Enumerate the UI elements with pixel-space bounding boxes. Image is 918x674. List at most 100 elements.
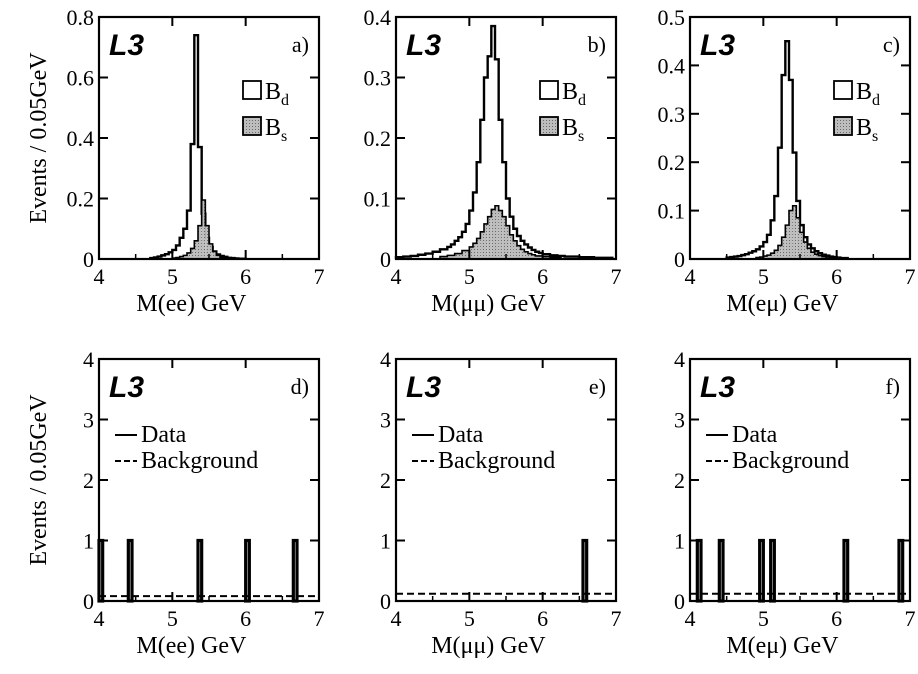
legend-entry-sub: s xyxy=(281,128,287,145)
x-tick-label: 5 xyxy=(167,606,178,631)
legend-entry-name: B xyxy=(562,79,578,105)
y-tick-label: 1 xyxy=(380,529,391,554)
x-tick-label: 4 xyxy=(685,606,696,631)
data-event-bar xyxy=(842,538,850,603)
histogram-bin-bs xyxy=(454,253,462,259)
legend-swatch-bs xyxy=(242,116,262,136)
y-tick-label: 0 xyxy=(380,589,391,614)
y-tick-label: 0.8 xyxy=(67,5,95,30)
y-tick-label: 4 xyxy=(380,347,391,372)
histogram-bin-bs xyxy=(216,255,220,259)
x-axis-title: M(eμ) GeV xyxy=(726,633,839,659)
y-tick-label: 0 xyxy=(674,589,685,614)
y-tick-label: 0.2 xyxy=(67,187,95,212)
l3-logo: L3 xyxy=(406,371,441,404)
data-event-bar xyxy=(717,538,725,603)
histogram-bin-bs xyxy=(476,238,481,259)
y-tick-label: 0 xyxy=(83,589,94,614)
panel-label: d) xyxy=(291,374,309,399)
legend-entry: Bd xyxy=(265,79,289,109)
histogram-bin-bs xyxy=(792,205,797,259)
histogram-bin-bs xyxy=(807,248,811,259)
histogram-bin-bs xyxy=(209,243,213,260)
y-axis-title-top: Events / 0.05GeV xyxy=(26,52,52,224)
legend-entry: Bs xyxy=(856,115,878,145)
legend-swatch-bs xyxy=(539,116,559,136)
x-axis-title: M(ee) GeV xyxy=(136,291,247,317)
y-tick-label: 0.2 xyxy=(658,150,686,175)
histogram-bin-bs xyxy=(781,237,786,259)
x-tick-label: 7 xyxy=(611,264,622,289)
x-axis-title: M(ee) GeV xyxy=(136,633,247,659)
histogram-bin-bs xyxy=(770,253,775,259)
histogram-bin-bs xyxy=(800,232,804,259)
legend-entry-name: B xyxy=(562,115,578,141)
histogram-outline-bs xyxy=(439,204,562,259)
y-tick-label: 2 xyxy=(674,468,685,493)
y-tick-label: 1 xyxy=(674,529,685,554)
l3-logo: L3 xyxy=(700,371,735,404)
histogram-bin-bs xyxy=(194,240,198,259)
x-axis-title: M(eμ) GeV xyxy=(726,291,839,317)
histogram-bin-bs xyxy=(498,210,503,259)
histogram-bin-bs xyxy=(803,242,808,259)
x-tick-label: 7 xyxy=(314,606,325,631)
y-tick-label: 0.3 xyxy=(364,66,392,91)
legend-entry: Bd xyxy=(562,79,586,109)
histogram-bin-bs xyxy=(440,256,448,259)
histogram-bin-bs xyxy=(179,256,184,259)
legend-entry-sub: d xyxy=(281,92,289,109)
x-tick-label: 5 xyxy=(758,606,769,631)
histogram-bin-bs xyxy=(520,249,525,259)
panel-label: f) xyxy=(885,374,900,399)
histogram-bin-bs xyxy=(513,240,517,259)
histogram-outline-bd xyxy=(725,40,849,260)
x-tick-label: 6 xyxy=(240,264,251,289)
x-tick-label: 6 xyxy=(537,606,548,631)
legend-entry-sub: s xyxy=(872,128,878,145)
histogram-outline-bd xyxy=(394,24,614,259)
histogram-bin-bs xyxy=(767,255,771,259)
x-tick-label: 4 xyxy=(391,264,402,289)
x-tick-label: 5 xyxy=(758,264,769,289)
legend-swatch-bd xyxy=(539,80,559,100)
data-event-bar xyxy=(126,538,134,603)
l3-logo: L3 xyxy=(109,371,144,404)
y-tick-label: 2 xyxy=(380,468,391,493)
histogram-outline-bs xyxy=(755,204,842,259)
x-tick-label: 7 xyxy=(905,606,916,631)
histogram-bin-bs xyxy=(201,200,206,259)
data-event-bar xyxy=(291,538,299,603)
legend-label: Background xyxy=(438,448,555,474)
y-tick-label: 0 xyxy=(674,247,685,272)
l3-logo: L3 xyxy=(109,29,144,62)
y-tick-label: 3 xyxy=(83,408,94,433)
y-tick-label: 3 xyxy=(674,408,685,433)
legend-entry-name: B xyxy=(856,79,872,105)
panel-label: a) xyxy=(292,32,309,57)
data-event-bar xyxy=(769,538,776,603)
histogram-bin-bs xyxy=(524,251,528,259)
data-event-bar xyxy=(244,538,251,603)
panel-label: b) xyxy=(588,32,606,57)
histogram-bin-bs xyxy=(469,246,473,259)
legend-entry: Bd xyxy=(856,79,880,109)
histogram-bin-bs xyxy=(822,256,826,259)
y-tick-label: 4 xyxy=(83,347,94,372)
histogram-bin-bs xyxy=(517,245,521,259)
histogram-bin-bs xyxy=(789,210,793,259)
legend-entry-sub: d xyxy=(578,92,586,109)
legend-entry: Bs xyxy=(562,115,584,145)
x-tick-label: 7 xyxy=(611,606,622,631)
x-tick-label: 7 xyxy=(905,264,916,289)
legend-label: Data xyxy=(438,422,484,448)
data-event-bar xyxy=(196,538,204,603)
x-tick-label: 7 xyxy=(314,264,325,289)
histogram-bin-bs xyxy=(447,255,455,259)
histogram-bin-bs xyxy=(763,256,767,259)
x-tick-label: 6 xyxy=(831,264,842,289)
